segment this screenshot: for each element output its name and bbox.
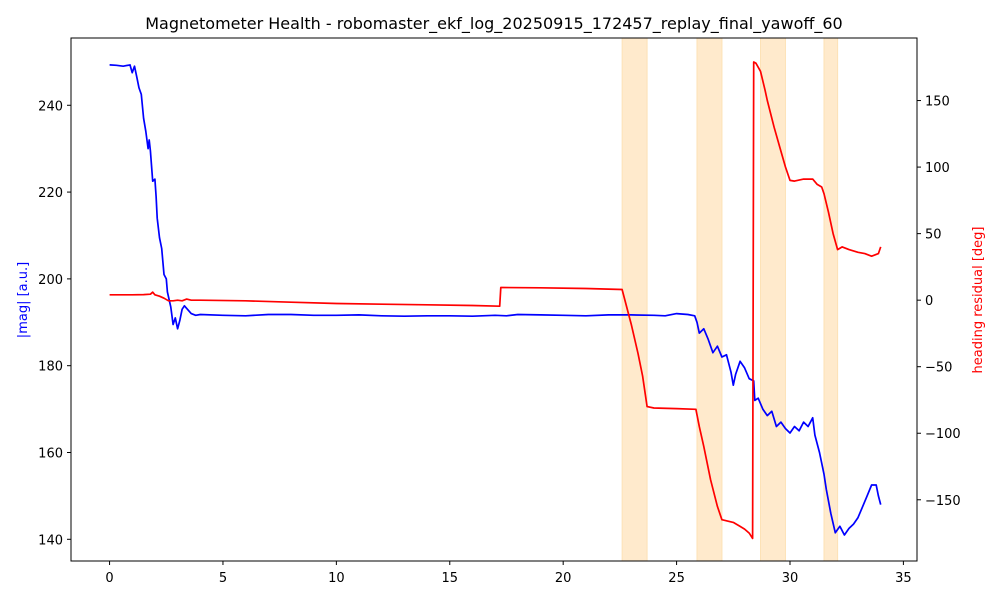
y-right-tick-label: 150 <box>925 95 950 110</box>
x-tick-label: 25 <box>668 571 685 586</box>
chart-title: Magnetometer Health - robomaster_ekf_log… <box>145 14 842 34</box>
highlight-span-1 <box>621 37 648 562</box>
y-right-tick-label: −100 <box>925 427 961 442</box>
y-axis-left: 140 160 180 200 220 240 <box>38 99 71 548</box>
highlight-span-2 <box>696 37 723 562</box>
x-tick-label: 0 <box>105 571 113 586</box>
y-axis-right-label: heading residual [deg] <box>971 227 986 374</box>
plot-frame <box>70 37 918 562</box>
y-right-tick-label: 50 <box>925 228 942 243</box>
y-right-tick-label: −150 <box>925 494 961 509</box>
y-right-tick-label: −50 <box>925 361 952 376</box>
series-line-right <box>109 61 882 540</box>
y-left-tick-label: 220 <box>38 186 63 201</box>
x-tick-label: 20 <box>555 571 572 586</box>
y-right-tick-label: 100 <box>925 161 950 176</box>
x-tick-label: 10 <box>328 571 345 586</box>
y-left-tick-label: 160 <box>38 446 63 461</box>
series-line-left <box>109 64 882 536</box>
x-tick-label: 35 <box>895 571 912 586</box>
x-tick-label: 5 <box>219 571 227 586</box>
y-left-tick-label: 240 <box>38 99 63 114</box>
y-right-tick-label: 0 <box>925 294 933 309</box>
y-left-tick-label: 180 <box>38 360 63 375</box>
x-axis: 0 5 10 15 20 25 30 35 <box>105 561 912 586</box>
y-left-tick-label: 200 <box>38 273 63 288</box>
series-lines <box>109 61 882 540</box>
y-axis-left-label: |mag| [a.u.] <box>16 262 31 338</box>
x-tick-label: 30 <box>782 571 799 586</box>
x-tick-label: 15 <box>441 571 458 586</box>
y-left-tick-label: 140 <box>38 533 63 548</box>
highlight-span-3 <box>760 37 786 562</box>
y-axis-right: −150 −100 −50 0 50 100 150 <box>917 95 961 509</box>
